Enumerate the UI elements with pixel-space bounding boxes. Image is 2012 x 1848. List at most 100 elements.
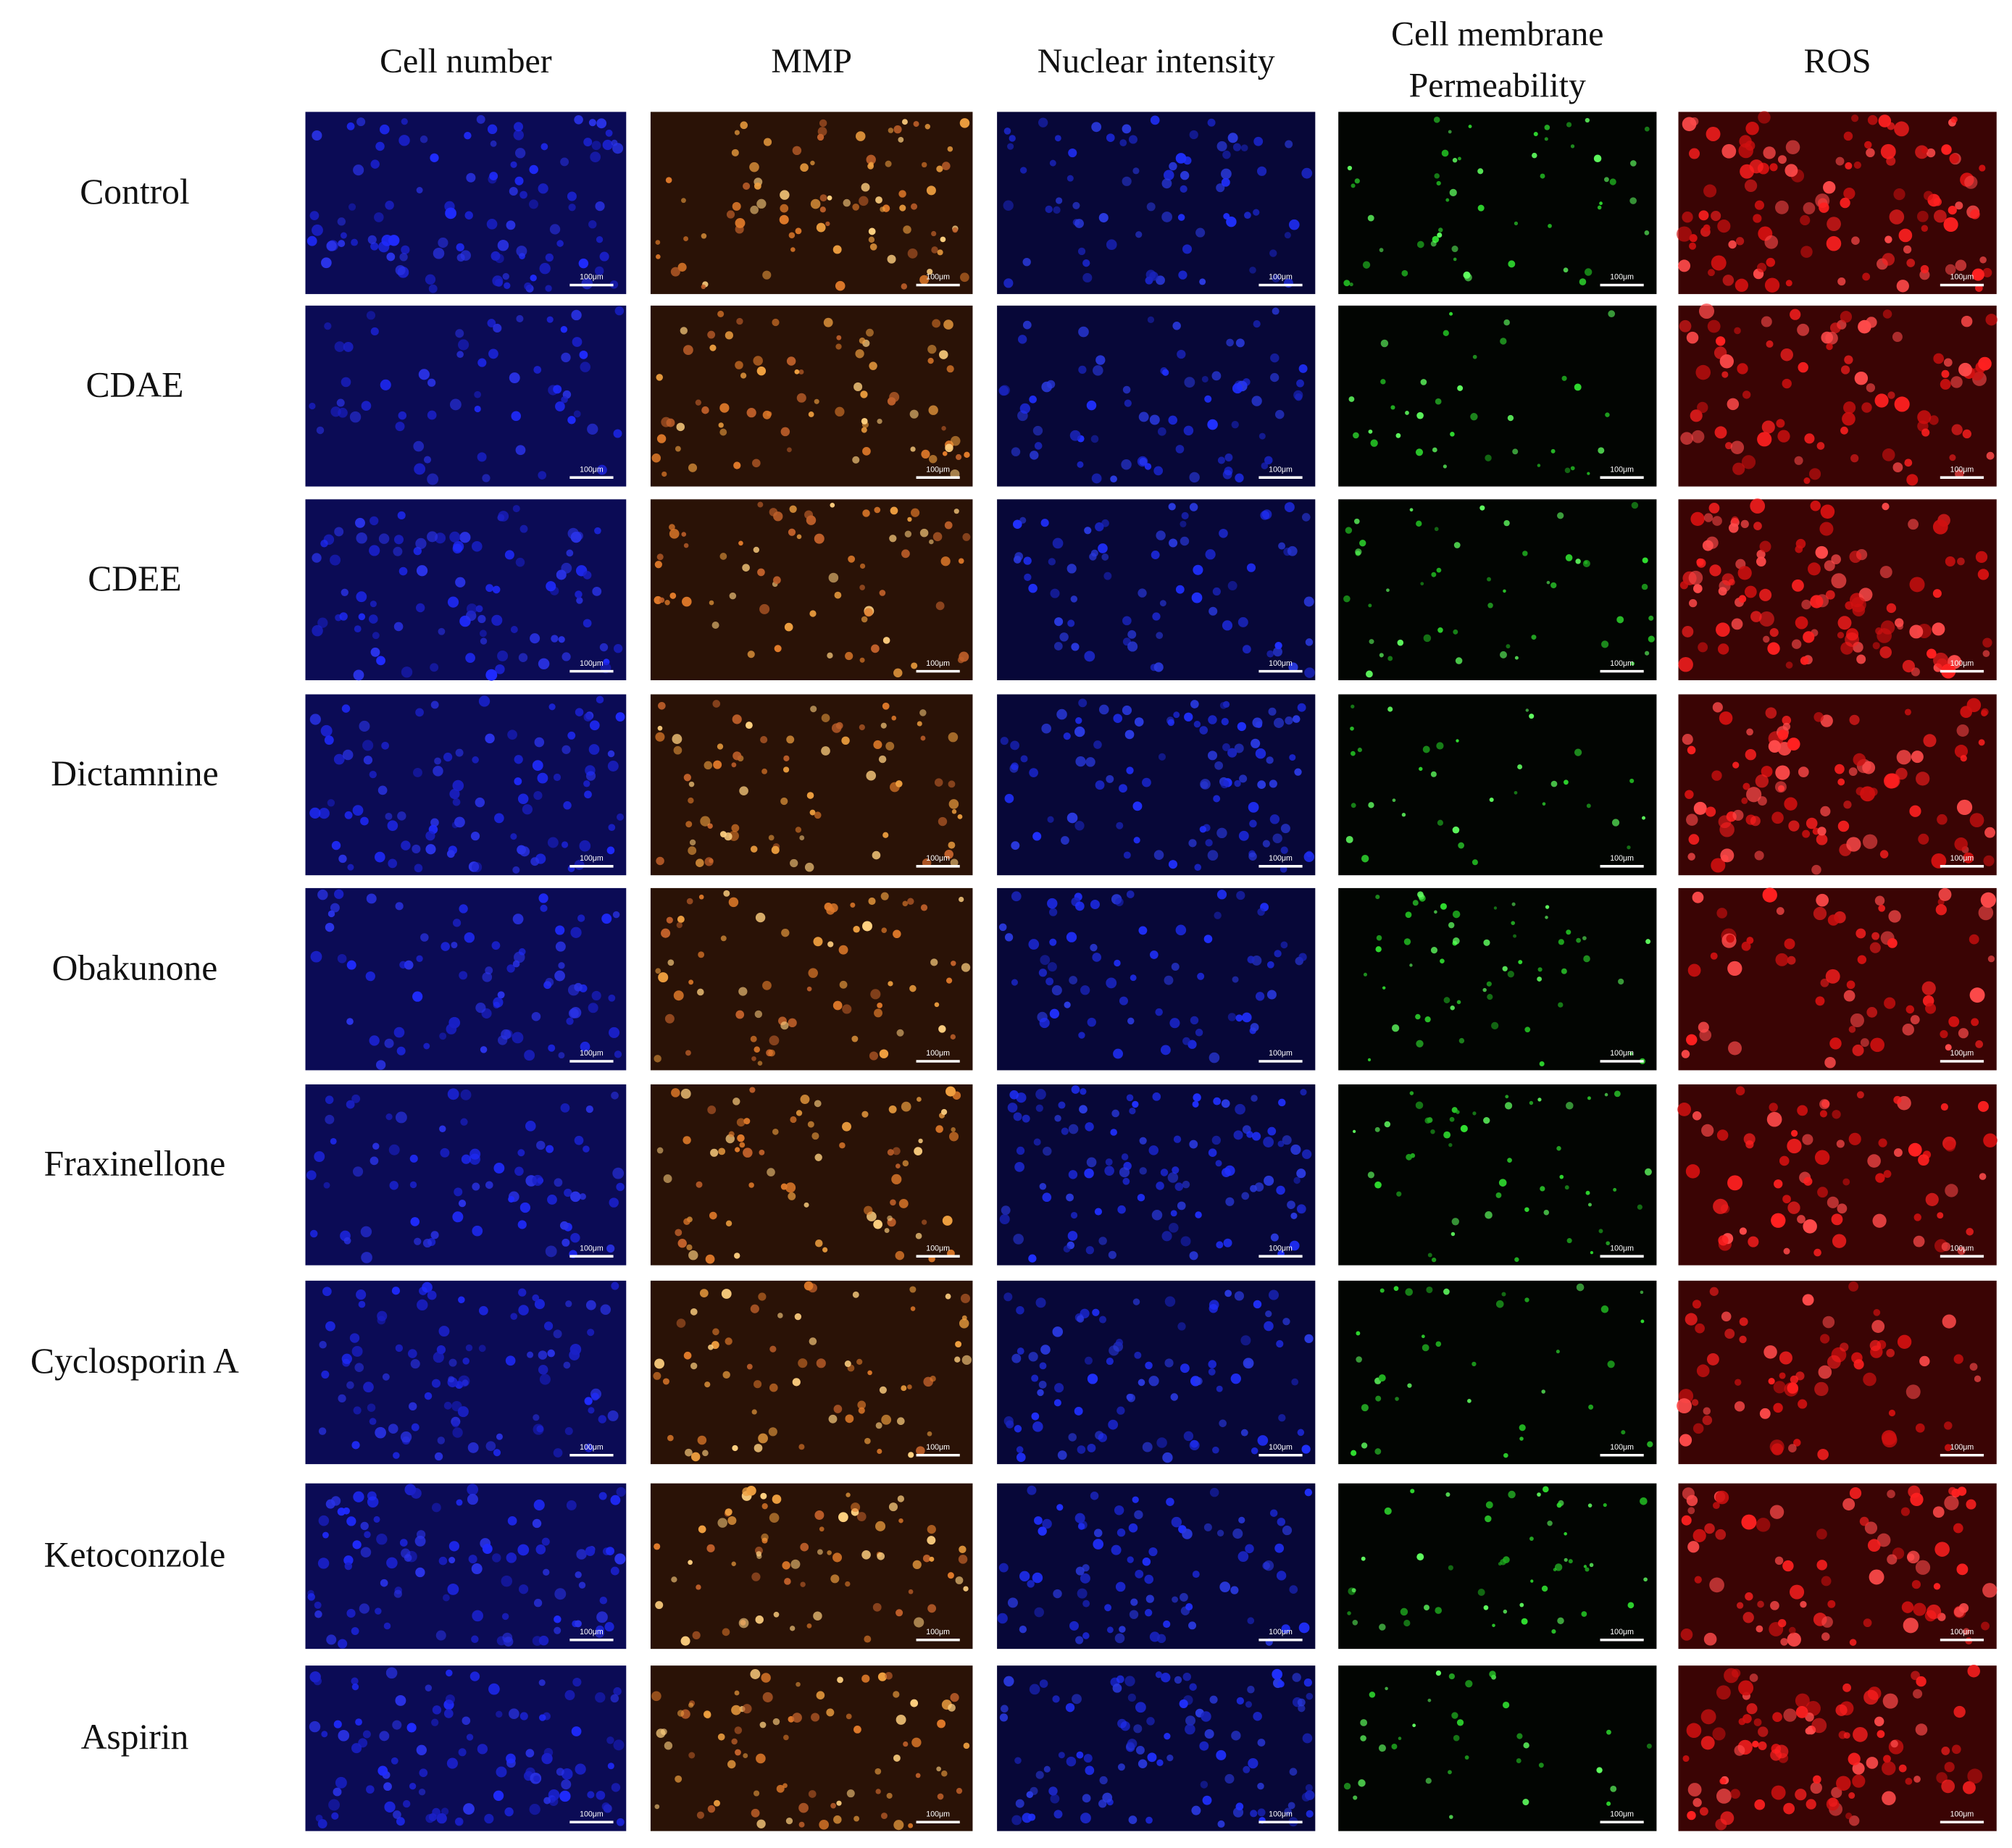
cell [1149,950,1159,959]
cell [1201,1711,1211,1722]
cell [1648,615,1654,621]
scale-bar-label: 100μm [580,465,604,474]
cell [1903,245,1912,254]
cell [1754,200,1764,210]
cell [1190,1439,1198,1448]
cell [737,1134,745,1142]
cell [588,219,597,229]
cell [944,521,953,530]
cell [469,1153,481,1165]
cell [410,1487,422,1499]
cell [338,1729,350,1742]
cell [1112,1683,1122,1693]
cell [1361,855,1369,863]
cell [1857,955,1867,964]
cell [1924,191,1934,201]
cell [491,614,503,626]
cell [1529,1100,1534,1105]
cell [1757,432,1772,447]
cell [1003,200,1014,211]
cell [1262,840,1271,848]
cell [890,506,898,515]
cell [826,1708,835,1717]
cell [1545,905,1550,909]
cell [1153,466,1164,476]
cell [518,1584,529,1594]
cell [1090,1492,1099,1500]
cell [1104,1166,1114,1176]
cell [1784,938,1795,950]
cell [1189,1140,1198,1149]
cell [1082,272,1093,283]
cell [1266,756,1274,764]
cell [1721,1311,1732,1322]
cell [719,553,727,560]
cell [388,1423,398,1434]
cell [1883,1755,1891,1763]
cell [347,864,354,871]
cell [1464,1755,1469,1760]
cell [605,129,613,137]
cell [1266,961,1274,969]
cell [365,971,375,982]
cell [1405,411,1409,415]
cell [1775,765,1790,780]
cell [950,1034,956,1040]
cell [685,1448,693,1457]
cell [1220,168,1232,180]
cell [1984,827,1995,838]
cell [1750,611,1762,622]
cell [1503,519,1510,527]
cell [1712,702,1723,713]
cell [1727,1175,1743,1191]
cell [458,1748,467,1757]
cell [1197,972,1205,980]
cell [1849,1815,1860,1826]
cell [512,505,520,513]
cell [810,198,821,209]
cell [656,254,661,259]
cell [861,1550,871,1560]
cell [327,910,335,918]
cell [529,1803,540,1815]
cell [1282,1318,1290,1326]
cell [1862,834,1878,849]
cell [1250,1184,1257,1192]
cell [1715,1490,1729,1505]
cell [1916,210,1929,222]
cell [505,1355,516,1366]
cell [1386,588,1390,593]
cell [1795,1789,1807,1801]
cell [1938,887,1952,901]
cell [754,182,761,190]
cell [683,236,689,242]
cell [448,1358,457,1367]
cell [1816,1529,1827,1539]
cell [346,1018,354,1025]
cell [1537,464,1541,467]
cell [1958,1603,1969,1613]
cell [558,962,565,969]
cell [1155,1671,1163,1678]
cell [1958,1028,1969,1039]
cell [1889,209,1905,225]
cell [398,135,410,146]
cell [1094,1208,1103,1216]
cell [822,1247,828,1253]
cell [1074,726,1085,737]
cell [1721,573,1735,586]
cell [761,768,768,774]
cell [785,1182,796,1193]
scale-bar-label: 100μm [926,1628,950,1636]
cell [392,1720,402,1730]
cell [722,1371,730,1379]
cell [1929,415,1939,425]
cell [549,224,561,235]
cell [1181,511,1189,520]
micrograph: 100μm [305,1665,627,1831]
cell [786,447,792,453]
cell [1142,1558,1151,1566]
cell [1753,522,1762,530]
cell [431,1718,439,1726]
